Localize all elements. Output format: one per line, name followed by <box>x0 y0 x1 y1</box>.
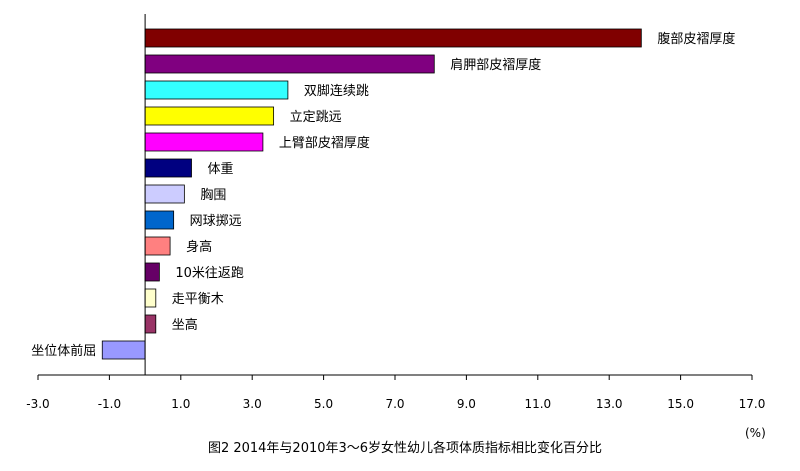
bar <box>144 262 160 282</box>
x-tick-label: 7.0 <box>385 397 404 411</box>
bar <box>144 28 642 48</box>
x-tick-label: 13.0 <box>596 397 623 411</box>
x-tick-label: 1.0 <box>171 397 190 411</box>
x-tick-label: -3.0 <box>26 397 49 411</box>
bars-group <box>101 28 642 360</box>
bar <box>144 158 192 178</box>
bar <box>144 236 171 256</box>
bar <box>144 210 175 230</box>
category-label: 双脚连续跳 <box>304 83 369 99</box>
category-label: 走平衡木 <box>172 292 224 307</box>
x-tick-label: 17.0 <box>739 397 766 411</box>
category-label: 腹部皮褶厚度 <box>657 31 735 47</box>
chart-caption: 图2 2014年与2010年3～6岁女性幼儿各项体质指标相比变化百分比 <box>208 440 602 456</box>
x-tick-label: 3.0 <box>243 397 262 411</box>
category-label: 10米往返跑 <box>175 266 244 281</box>
x-tick-label: 5.0 <box>314 397 333 411</box>
category-label: 肩胛部皮褶厚度 <box>450 57 541 73</box>
bar <box>144 80 289 100</box>
bar <box>101 340 146 360</box>
x-tick-label: 15.0 <box>667 397 694 411</box>
bar <box>144 132 264 152</box>
category-label: 胸围 <box>200 188 226 203</box>
category-label: 上臂部皮褶厚度 <box>279 135 370 151</box>
category-label: 网球掷远 <box>190 214 242 229</box>
bar <box>144 288 157 308</box>
x-tick-label: -1.0 <box>98 397 121 411</box>
x-tick-label: 11.0 <box>524 397 551 411</box>
category-label: 坐高 <box>172 317 198 333</box>
bar <box>144 184 185 204</box>
category-label: 身高 <box>186 239 212 255</box>
category-label: 立定跳远 <box>290 110 342 125</box>
bar <box>144 106 275 126</box>
unit-label: (%) <box>745 426 766 440</box>
bar <box>144 54 435 74</box>
category-label: 体重 <box>208 161 234 177</box>
x-ticks-group: -3.0 -1.0 1.0 3.0 5.0 7.0 9.0 11.0 13.0 15.0 17.0 <box>26 375 765 411</box>
x-tick-label: 9.0 <box>457 397 476 411</box>
bar <box>144 314 157 334</box>
category-label: 坐位体前屈 <box>31 343 96 359</box>
